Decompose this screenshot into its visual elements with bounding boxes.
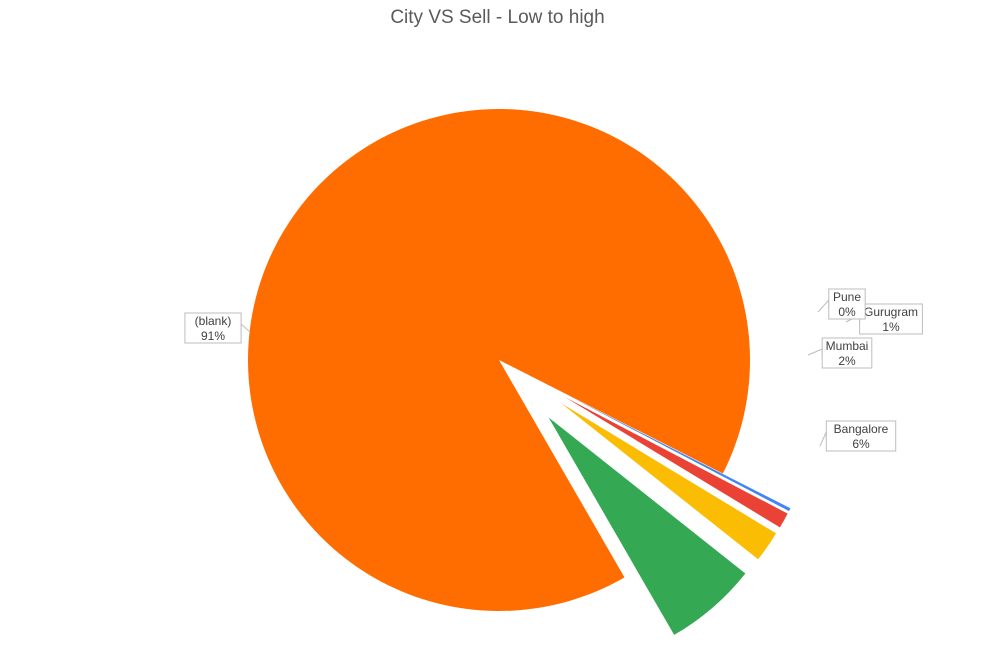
data-label-box: [828, 288, 866, 320]
data-label-name: Pune: [833, 290, 861, 304]
pie-slice-gurugram: [565, 397, 788, 528]
data-label-blank: (blank)91%: [184, 312, 242, 344]
pie-slices: [247, 109, 791, 635]
chart-title: City VS Sell - Low to high: [390, 7, 605, 28]
data-label-value: 1%: [882, 320, 900, 334]
data-labels: Bangalore6%Mumbai2%Gurugram1%Pune0%(blan…: [184, 288, 923, 452]
data-label-box: [821, 337, 873, 369]
label-leader: [819, 431, 827, 447]
data-label-value: 0%: [838, 305, 856, 319]
data-label-name: Gurugram: [864, 305, 918, 319]
data-label-name: (blank): [195, 314, 232, 328]
data-label-name: Mumbai: [826, 339, 869, 353]
data-label-box: [825, 420, 897, 452]
data-label-box: [184, 312, 242, 344]
data-label-value: 6%: [852, 437, 870, 451]
data-label-box: [859, 303, 923, 335]
data-label-value: 91%: [201, 329, 225, 343]
pie-slice-bangalore: [548, 417, 746, 635]
label-leader: [240, 322, 251, 333]
pie-slice-pune: [566, 394, 791, 512]
pie-slice-blank: [247, 109, 750, 612]
label-leader: [817, 298, 830, 313]
pie-slice-mumbai: [561, 403, 777, 560]
data-label-name: Bangalore: [834, 422, 889, 436]
data-label-value: 2%: [838, 354, 856, 368]
label-leader: [807, 348, 823, 357]
